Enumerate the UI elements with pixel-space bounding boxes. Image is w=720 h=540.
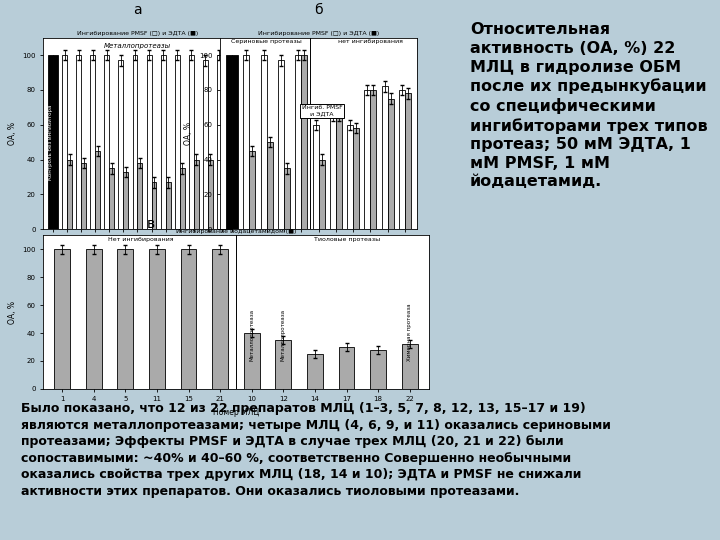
Y-axis label: ОА, %: ОА, %: [7, 122, 17, 145]
Text: Металлопротеаза: Металлопротеаза: [281, 309, 286, 361]
Text: Нет ингибирования: Нет ингибирования: [109, 237, 174, 242]
Bar: [208, 160, 212, 230]
Bar: [175, 55, 180, 230]
Bar: [189, 55, 194, 230]
Bar: [301, 55, 307, 230]
Bar: [95, 151, 100, 230]
Bar: [203, 60, 208, 230]
Bar: [382, 86, 387, 230]
Bar: [226, 55, 232, 230]
X-axis label: Номер МЛЦ: Номер МЛЦ: [213, 408, 259, 417]
Bar: [149, 249, 165, 389]
Bar: [62, 55, 67, 230]
Bar: [402, 344, 418, 389]
Bar: [336, 116, 342, 230]
Title: Ингибирование йодацетамидом (■): Ингибирование йодацетамидом (■): [176, 228, 296, 234]
Bar: [243, 55, 249, 230]
Y-axis label: ОА, %: ОА, %: [184, 122, 194, 145]
Text: Металлопротеаза: Металлопротеаза: [249, 309, 254, 361]
Text: Тиоловые протеазы: Тиоловые протеазы: [313, 237, 379, 242]
Bar: [364, 90, 370, 230]
Text: нет ингибирования: нет ингибирования: [338, 39, 403, 44]
Bar: [119, 60, 123, 230]
Text: Было показано, что 12 из 22 препаратов МЛЦ (1–3, 5, 7, 8, 12, 13, 15–17 и 19)
яв: Было показано, что 12 из 22 препаратов М…: [22, 402, 611, 498]
Bar: [132, 55, 138, 230]
Bar: [161, 55, 166, 230]
Bar: [151, 183, 156, 230]
Bar: [330, 116, 336, 230]
Bar: [338, 347, 354, 389]
Bar: [76, 55, 81, 230]
Bar: [181, 249, 197, 389]
Bar: [312, 125, 318, 230]
Bar: [244, 333, 260, 389]
Bar: [54, 249, 70, 389]
Text: Относительная
активность (ОА, %) 22
МЛЦ в гидролизе ОБМ
после их предынкубации
с: Относительная активность (ОА, %) 22 МЛЦ …: [470, 22, 708, 190]
Bar: [405, 93, 411, 230]
Bar: [261, 55, 266, 230]
Text: Сериновые протеазы: Сериновые протеазы: [231, 39, 302, 44]
Bar: [284, 168, 290, 230]
Bar: [266, 142, 273, 230]
Text: Химерная протеаза: Химерная протеаза: [408, 303, 413, 361]
Bar: [117, 249, 133, 389]
Bar: [276, 340, 292, 389]
Bar: [147, 55, 151, 230]
Title: Ингибирование PMSF (□) и ЭДТА (■): Ингибирование PMSF (□) и ЭДТА (■): [77, 31, 198, 36]
Title: Ингибирование PMSF (□) и ЭДТА (■): Ингибирование PMSF (□) и ЭДТА (■): [258, 31, 379, 36]
Bar: [53, 55, 58, 230]
Bar: [387, 99, 394, 230]
X-axis label: Номер МЛЦ: Номер МЛЦ: [295, 248, 342, 258]
Bar: [399, 90, 405, 230]
Bar: [347, 125, 353, 230]
Bar: [138, 163, 143, 230]
Bar: [123, 172, 128, 230]
Bar: [104, 55, 109, 230]
X-axis label: Номер МЛЦ: Номер МЛЦ: [114, 248, 161, 258]
Bar: [222, 125, 227, 230]
Bar: [278, 60, 284, 230]
Text: Ингиб. PMSF
и ЭДТА: Ингиб. PMSF и ЭДТА: [302, 105, 343, 116]
Bar: [90, 55, 95, 230]
Bar: [180, 168, 184, 230]
Bar: [217, 55, 222, 230]
Bar: [166, 183, 171, 230]
Bar: [307, 354, 323, 389]
Bar: [353, 129, 359, 230]
Bar: [318, 160, 325, 230]
Bar: [370, 350, 386, 389]
Text: а: а: [133, 3, 142, 17]
Bar: [48, 55, 53, 230]
Bar: [295, 55, 301, 230]
Bar: [86, 249, 102, 389]
Text: б: б: [314, 3, 323, 17]
Bar: [67, 160, 72, 230]
Bar: [370, 90, 377, 230]
Y-axis label: ОА, %: ОА, %: [7, 301, 17, 323]
Bar: [109, 168, 114, 230]
Text: в: в: [147, 217, 156, 231]
Text: Контроль без ингибитора: Контроль без ингибитора: [48, 104, 53, 180]
Bar: [249, 151, 256, 230]
Bar: [212, 249, 228, 389]
Bar: [81, 163, 86, 230]
Bar: [232, 55, 238, 230]
Text: Металлопротеазы: Металлопротеазы: [104, 43, 171, 49]
Bar: [194, 160, 199, 230]
